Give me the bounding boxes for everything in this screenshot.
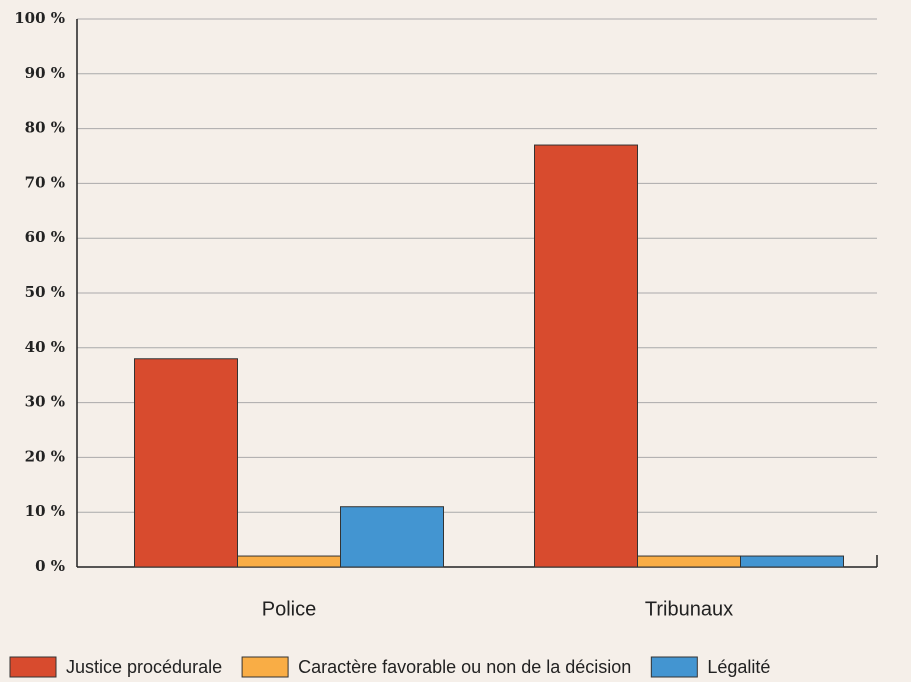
legend-swatch	[241, 656, 289, 678]
y-tick-label: 20 %	[25, 447, 65, 465]
y-tick-label: 90 %	[25, 64, 65, 82]
bar	[340, 506, 444, 568]
y-tick-label: 100 %	[14, 9, 65, 27]
y-tick-label: 80 %	[25, 119, 65, 137]
legend-swatch	[9, 656, 57, 678]
y-tick-label: 0 %	[35, 557, 65, 575]
legend-label: Caractère favorable ou non de la décisio…	[298, 657, 631, 677]
y-tick-label: 50 %	[25, 283, 65, 301]
y-tick-label: 70 %	[25, 173, 65, 191]
legend-label: Légalité	[707, 657, 770, 677]
x-tick-label: Police	[262, 598, 316, 620]
y-tick-label: 30 %	[25, 393, 65, 411]
y-tick-label: 40 %	[25, 338, 65, 356]
bar	[740, 555, 844, 568]
y-tick-label: 60 %	[25, 228, 65, 246]
bar	[534, 144, 638, 568]
bar	[237, 555, 341, 568]
legend-label: Justice procédurale	[66, 657, 222, 677]
bar	[637, 555, 741, 568]
legend-swatch	[650, 656, 698, 678]
y-tick-label: 10 %	[25, 502, 65, 520]
x-tick-label: Tribunaux	[645, 598, 733, 620]
bar	[134, 358, 238, 568]
